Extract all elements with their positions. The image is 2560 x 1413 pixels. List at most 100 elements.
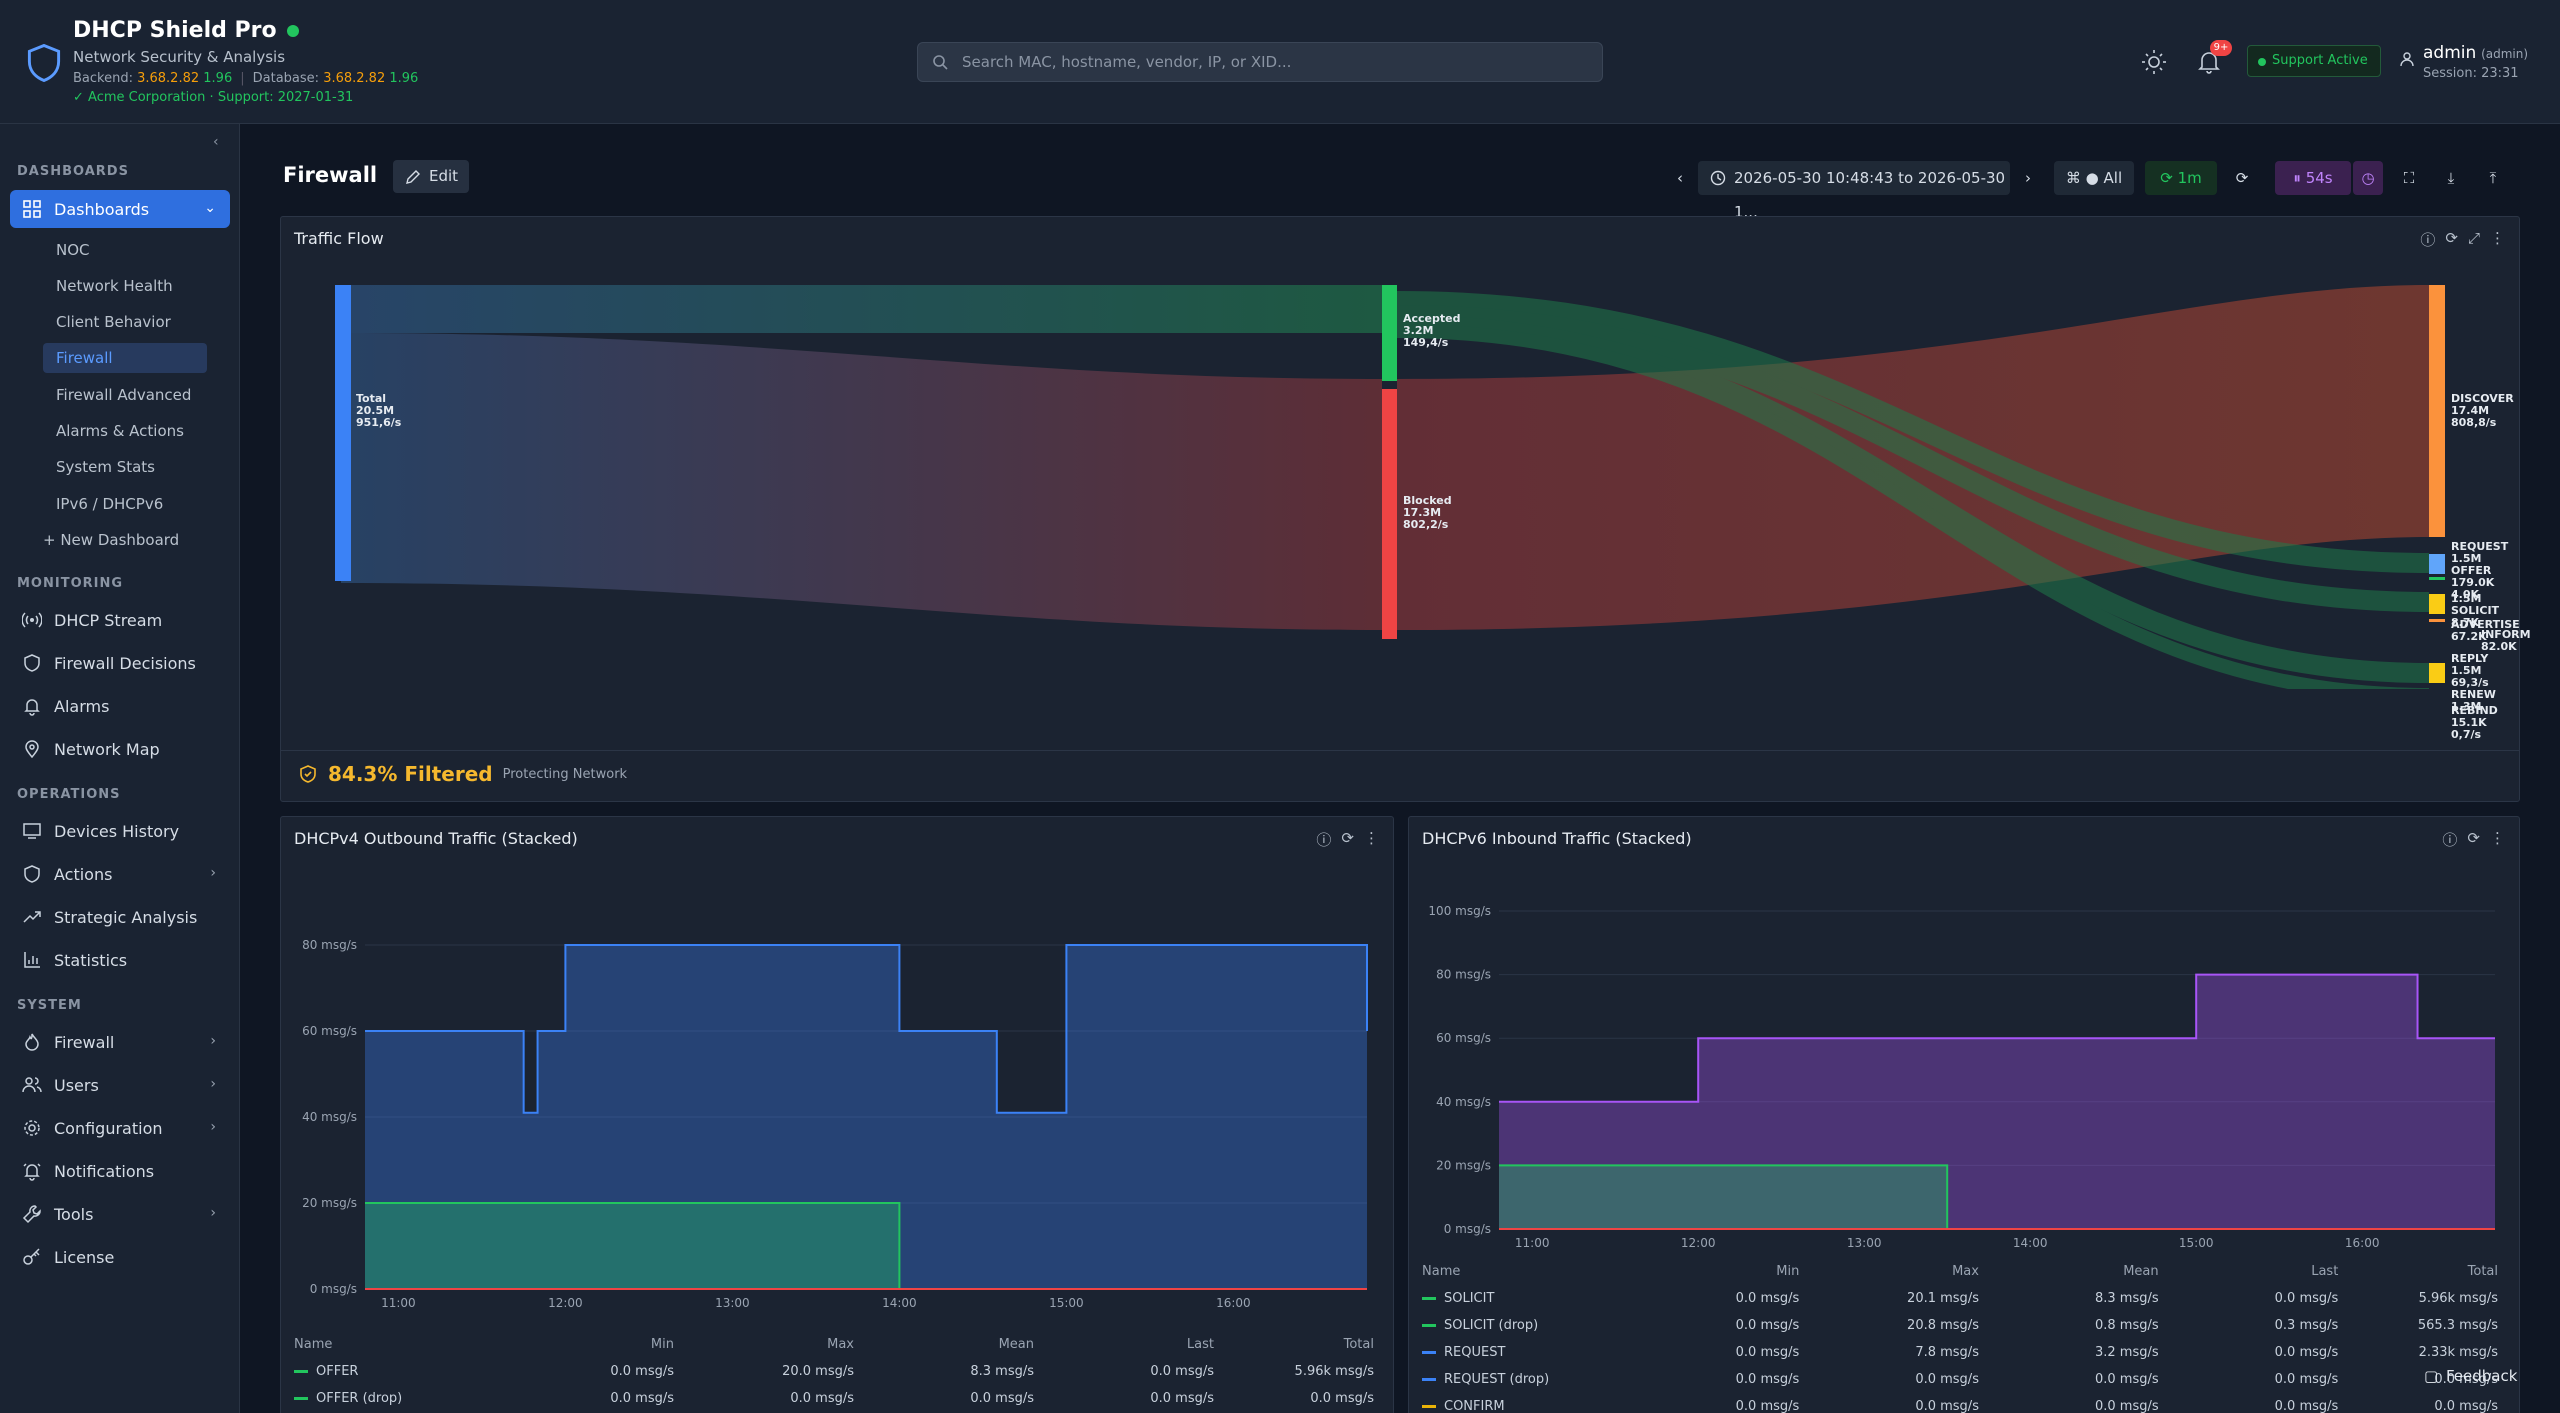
sidebar-item-statistics[interactable]: Statistics [10,941,230,979]
sidebar-item-devices-history[interactable]: Devices History [10,812,230,850]
section-system: SYSTEM [17,998,82,1013]
legend-row[interactable]: SOLICIT (drop) 0.0 msg/s 20.8 msg/s 0.8 msg… [1422,1312,2505,1339]
filtered-percent: 84.3% Filtered [328,762,493,786]
legend-value: 0.0 msg/s [1150,1364,1214,1379]
link-accepted-solicit [1396,305,2430,612]
pause-icon: ⏸ [2293,169,2301,187]
sub-item-system-stats[interactable]: System Stats [56,458,155,476]
legend-value: Min [650,1337,674,1352]
expand-icon[interactable]: ⤢ [2467,229,2480,247]
more-icon[interactable]: ⋮ [1364,829,1379,847]
sub-item-ipv6[interactable]: IPv6 / DHCPv6 [56,495,164,513]
refresh-icon: ⟳ [2160,169,2173,187]
sidebar-item-strategic-analysis[interactable]: Strategic Analysis [10,898,230,936]
time-back-button[interactable]: ‹ [1677,169,1683,187]
legend-row[interactable]: REQUEST 0.0 msg/s 7.8 msg/s 3.2 msg/s 0.0 ms… [1422,1339,2505,1366]
wrench-icon [22,1205,41,1224]
legend-value: 0.0 msg/s [1150,1391,1214,1406]
filter-all-button[interactable]: ⌘ ● All [2054,161,2134,195]
more-icon[interactable]: ⋮ [2490,829,2505,847]
sidebar-item-license[interactable]: License [10,1238,230,1276]
legend-value: 0.0 msg/s [1735,1399,1800,1413]
notification-badge: 9+ [2210,40,2232,56]
legend-value: 0.0 msg/s [2434,1399,2499,1413]
sidebar-item-firewall-decisions[interactable]: Firewall Decisions [10,644,230,682]
new-dashboard-link[interactable]: + New Dashboard [43,531,180,549]
refresh-icon[interactable]: ⟳ [2467,829,2480,847]
refresh-interval-button[interactable]: ⟳ 1m [2145,161,2217,195]
legend-value: 0.0 msg/s [1735,1318,1800,1333]
fullscreen-icon[interactable]: ⛶ [2403,169,2415,187]
node-label-accepted: Accepted 3.2M 149,4/s [1403,312,1461,349]
help-icon[interactable]: ⓘ [2420,231,2436,249]
x-tick-label: 12:00 [548,1296,583,1310]
more-icon[interactable]: ⋮ [2490,229,2505,247]
sub-item-noc[interactable]: NOC [56,241,90,259]
legend-header: Name Min Max Mean Last Total [1422,1258,2505,1285]
y-tick-label: 20 msg/s [302,1196,357,1210]
chevron-right-icon: › [210,1076,216,1092]
node-label-inform: INFORM 82.0K [2481,628,2531,653]
sidebar-item-dhcp-stream[interactable]: DHCP Stream [10,601,230,639]
sidebar-item-dashboards[interactable]: Dashboards ⌄ [10,190,230,228]
download-icon[interactable]: ⤓ [2447,169,2455,187]
time-range-picker[interactable]: 2026-05-30 10:48:43 to 2026-05-30 1... [1698,161,2010,221]
dhcpv4-outbound-panel: DHCPv4 Outbound Traffic (Stacked) ⓘ ⟳ ⋮ 0 … [280,816,1394,1413]
legend-row[interactable]: REQUEST (drop) 0.0 msg/s 0.0 msg/s 0.0 msg/… [1422,1366,2505,1393]
countdown-badge[interactable]: ⏸ 54s [2275,161,2351,195]
sidebar-item-network-map[interactable]: Network Map [10,730,230,768]
legend-value: 0.0 msg/s [2434,1372,2499,1387]
refresh-icon[interactable]: ⟳ [2445,229,2458,247]
legend-row[interactable]: OFFER (drop) 0.0 msg/s 0.0 msg/s 0.0 msg/s 0… [294,1385,1379,1412]
timer-icon[interactable]: ◷ [2353,161,2383,195]
feedback-button[interactable]: ▢ Feedback [2418,1362,2527,1390]
series-area-offer [365,1203,1367,1289]
panel-title: DHCPv4 Outbound Traffic (Stacked) [294,829,578,848]
collapse-sidebar-button[interactable]: ‹ [213,134,219,150]
user-menu[interactable]: admin (admin) Session: 23:31 [2400,43,2528,81]
legend-row[interactable]: SOLICIT 0.0 msg/s 20.1 msg/s 8.3 msg/s 0.0 m… [1422,1285,2505,1312]
legend-value: 0.0 msg/s [2274,1372,2339,1387]
sidebar-item-firewall[interactable]: Firewall › [10,1023,230,1061]
link-total-accepted [341,285,1382,333]
refresh-icon[interactable]: ⟳ [1341,829,1354,847]
legend-name: OFFER [294,1358,358,1385]
refresh-now-button[interactable]: ⟳ [2235,169,2249,187]
sidebar-item-actions[interactable]: Actions › [10,855,230,893]
section-operations: OPERATIONS [17,787,121,802]
node-label-rebind: REBIND 15.1K 0,7/s [2451,704,2498,741]
legend-row[interactable]: CONFIRM 0.0 msg/s 0.0 msg/s 0.0 msg/s 0.0 ms… [1422,1393,2505,1413]
sub-item-network-health[interactable]: Network Health [56,277,173,295]
share-icon[interactable]: ⤒ [2489,169,2497,187]
sub-item-firewall-advanced[interactable]: Firewall Advanced [56,386,192,404]
help-icon[interactable]: ⓘ [1316,831,1332,849]
legend-value: Max [1952,1264,1979,1279]
radio-waves-icon [22,612,42,628]
search-input[interactable]: Search MAC, hostname, vendor, IP, or XID… [917,42,1603,82]
users-icon [22,1077,42,1093]
edit-button[interactable]: Edit [393,160,469,193]
time-forward-button[interactable]: › [2025,169,2031,187]
sankey-diagram [335,285,2445,689]
network-icon: ⌘ ● [2065,169,2099,187]
legend-value: Mean [998,1337,1034,1352]
legend-value: 0.0 msg/s [610,1391,674,1406]
dhcpv6-chart: 0 msg/s 20 msg/s 40 msg/s 60 msg/s 80 msg/s 1… [1428,904,2495,1250]
shield-logo-icon [27,44,61,82]
y-tick-label: 80 msg/s [302,938,357,952]
sidebar-item-notifications[interactable]: Notifications [10,1152,230,1190]
page-title: Firewall [283,163,378,187]
sidebar-item-tools[interactable]: Tools › [10,1195,230,1233]
legend-name: Name [1422,1264,1461,1279]
sidebar-item-users[interactable]: Users › [10,1066,230,1104]
sub-item-alarms-actions[interactable]: Alarms & Actions [56,422,184,440]
theme-sun-icon[interactable] [2139,47,2169,77]
sidebar-item-configuration[interactable]: Configuration › [10,1109,230,1147]
sidebar-item-alarms[interactable]: Alarms [10,687,230,725]
help-icon[interactable]: ⓘ [2442,831,2458,849]
legend-row[interactable]: OFFER 0.0 msg/s 20.0 msg/s 8.3 msg/s 0.0 msg… [294,1358,1379,1385]
sub-item-client-behavior[interactable]: Client Behavior [56,313,171,331]
support-status-badge[interactable]: Support Active [2247,45,2381,77]
x-tick-label: 16:00 [1216,1296,1251,1310]
sub-item-firewall[interactable]: Firewall [43,343,207,373]
